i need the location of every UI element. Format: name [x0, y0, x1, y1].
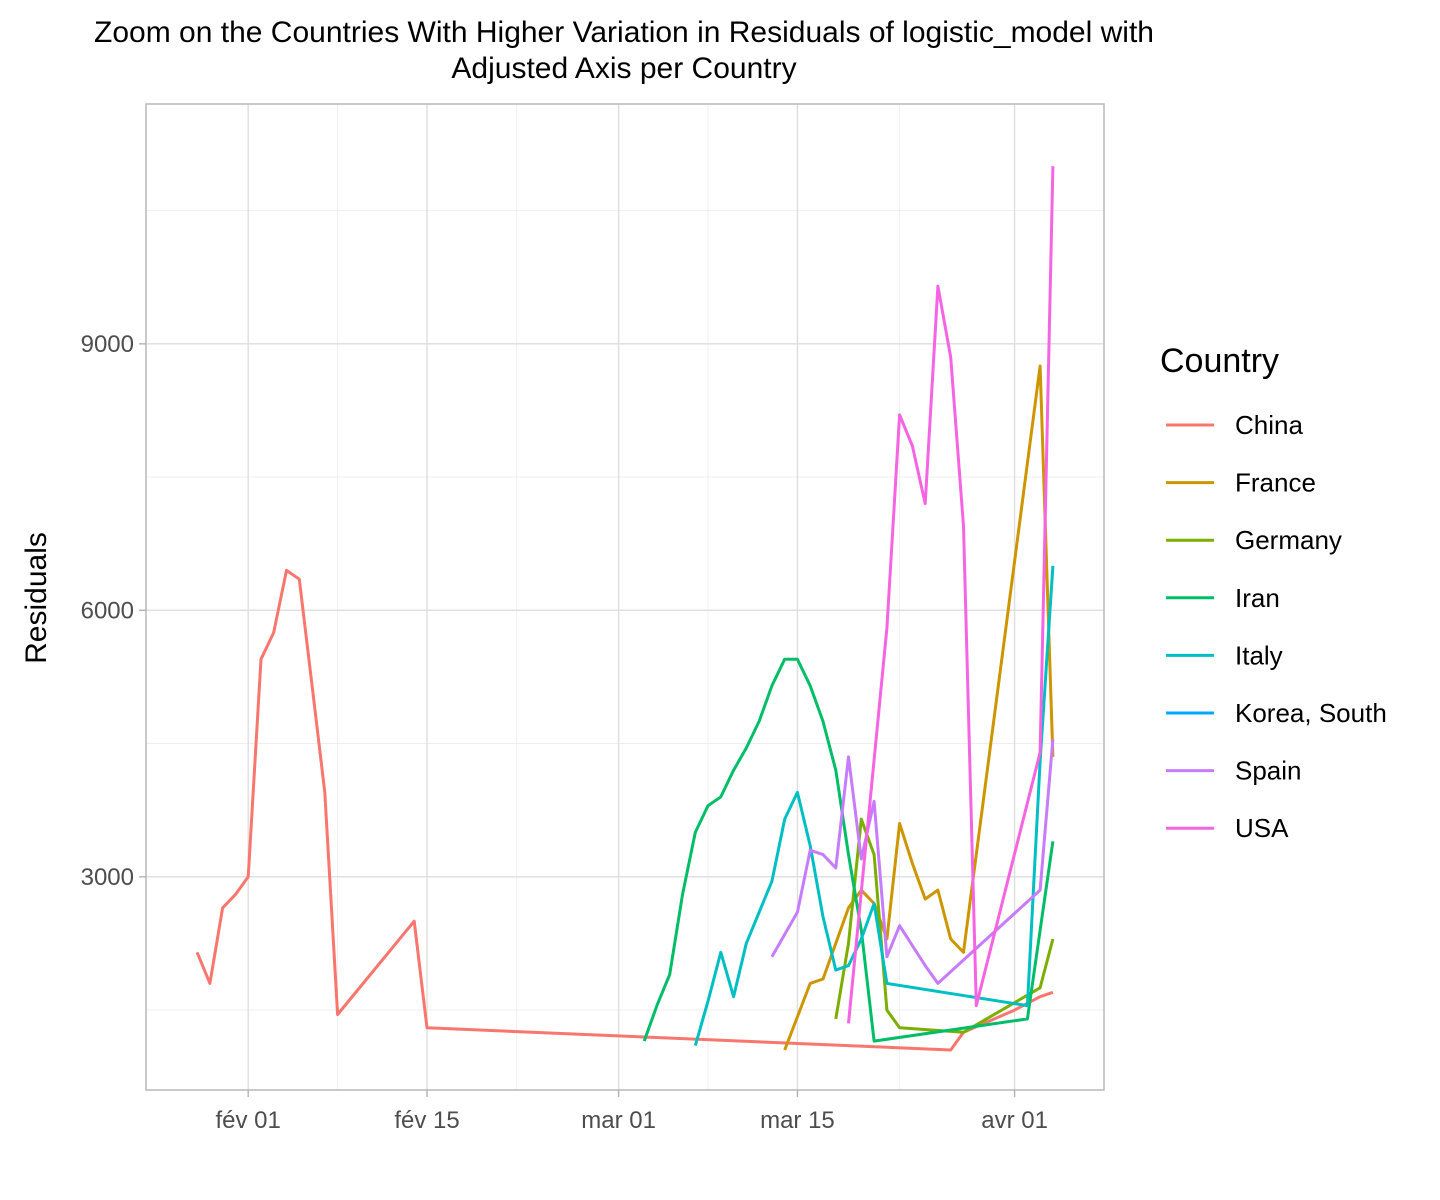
legend-item-usa: USA — [1166, 813, 1289, 843]
legend-item-france: France — [1166, 468, 1316, 498]
legend-items: China France Germany Iran Italy Korea, South S… — [1166, 410, 1387, 843]
chart-title: Zoom on the Countries With Higher Variat… — [94, 16, 1154, 49]
x-tick-label: mar 15 — [760, 1107, 835, 1134]
chart-subtitle: Adjusted Axis per Country — [451, 52, 796, 85]
series-lines — [195, 166, 1055, 1052]
legend-label: Germany — [1235, 525, 1342, 555]
legend-label: France — [1235, 468, 1316, 498]
x-tick-label: fév 01 — [215, 1107, 280, 1134]
legend-item-china: China — [1166, 410, 1303, 440]
legend: Country China France Germany Iran Italy Korea… — [1160, 342, 1387, 843]
series-line-iran — [642, 657, 1055, 1043]
legend-item-korea-south: Korea, South — [1166, 698, 1387, 728]
y-tick-label: 6000 — [81, 597, 134, 624]
legend-item-spain: Spain — [1166, 756, 1302, 786]
plot-panel — [145, 103, 1105, 1091]
legend-label: Italy — [1235, 640, 1283, 670]
minor-gridlines — [146, 104, 1104, 1090]
legend-label: Iran — [1235, 583, 1280, 613]
legend-label: Spain — [1235, 756, 1302, 786]
legend-label: USA — [1235, 813, 1289, 843]
legend-item-iran: Iran — [1166, 583, 1280, 613]
x-tick-label: mar 01 — [581, 1107, 656, 1134]
x-axis: fév 01 fév 15 mar 01 mar 15 avr 01 — [215, 1090, 1048, 1134]
x-tick-label: avr 01 — [981, 1107, 1048, 1134]
y-axis: 3000 6000 9000 — [81, 331, 146, 891]
legend-title: Country — [1160, 342, 1279, 380]
y-axis-title: Residuals — [20, 532, 53, 664]
series-line-usa — [847, 166, 1055, 1024]
series-line-china — [195, 568, 1054, 1052]
legend-label: China — [1235, 410, 1303, 440]
y-tick-label: 9000 — [81, 331, 134, 358]
series-line-italy — [693, 565, 1055, 1047]
panel-border — [145, 103, 1105, 1091]
legend-label: Korea, South — [1235, 698, 1387, 728]
x-tick-label: fév 15 — [394, 1107, 459, 1134]
major-gridlines — [146, 104, 1104, 1090]
legend-item-germany: Germany — [1166, 525, 1342, 555]
y-tick-label: 3000 — [81, 864, 134, 891]
legend-item-italy: Italy — [1166, 640, 1283, 670]
